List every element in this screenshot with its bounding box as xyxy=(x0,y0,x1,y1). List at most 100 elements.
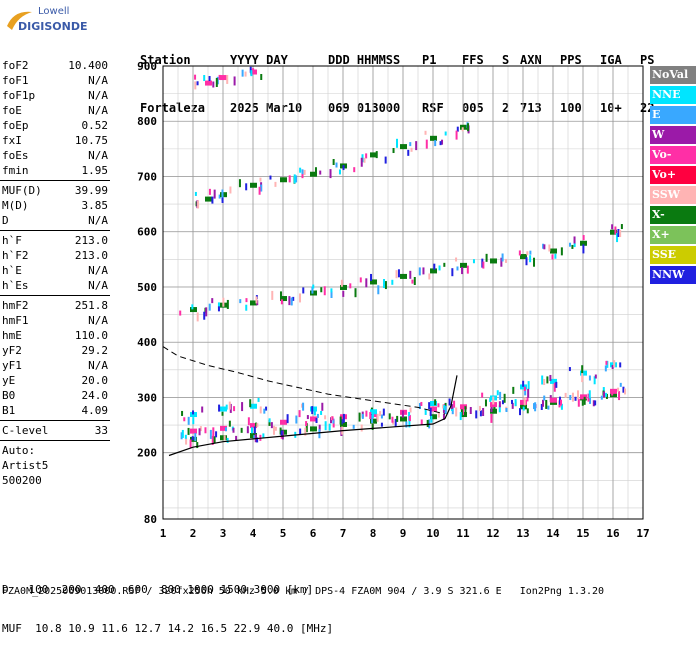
legend: NoVal NNE E W Vo- Vo+ SSW X- X+ SSE NNW xyxy=(650,66,696,286)
header-cell: 10+ xyxy=(600,101,622,115)
param-value: N/A xyxy=(88,279,108,292)
echo-point xyxy=(211,435,214,445)
echo-point xyxy=(316,413,319,418)
y-tick-label: 700 xyxy=(137,170,157,183)
param-value: 0.52 xyxy=(81,119,109,132)
echo-point xyxy=(250,182,257,188)
echo-point xyxy=(271,290,274,300)
echo-point xyxy=(194,81,197,90)
echo-point xyxy=(228,420,231,427)
echo-point xyxy=(428,273,431,280)
echo-point xyxy=(482,408,485,417)
echo-point xyxy=(292,296,295,301)
echo-point xyxy=(430,414,437,420)
echo-point xyxy=(554,253,557,259)
echo-point xyxy=(342,165,345,171)
echo-point xyxy=(382,408,385,416)
echo-point xyxy=(375,151,378,159)
param-label: MUF(D) xyxy=(2,184,42,197)
echo-point xyxy=(388,413,391,420)
echo-point xyxy=(619,230,622,238)
y-tick-label: 800 xyxy=(137,115,157,128)
echo-point xyxy=(400,416,407,422)
param-separator xyxy=(0,295,110,296)
echo-point xyxy=(384,281,387,290)
autoscaling-info: Artist5 xyxy=(2,459,49,472)
header-cell: Fortaleza xyxy=(140,101,206,115)
x-tick-label: 12 xyxy=(486,527,499,540)
echo-point xyxy=(274,426,277,431)
echo-point xyxy=(453,400,456,408)
echo-point xyxy=(360,157,363,167)
echo-point xyxy=(330,288,333,293)
echo-point xyxy=(218,74,221,80)
echo-point xyxy=(301,403,304,408)
echo-point xyxy=(330,290,333,298)
echo-point xyxy=(185,437,188,445)
echo-point xyxy=(187,416,190,425)
echo-point xyxy=(472,259,475,264)
echo-point xyxy=(215,431,218,438)
echo-point xyxy=(196,442,199,449)
param-value: 213.0 xyxy=(74,249,108,262)
echo-point xyxy=(580,394,587,400)
x-tick-label: 3 xyxy=(220,527,227,540)
header-cell: DDD HHMMSS xyxy=(328,53,401,67)
echo-point xyxy=(428,402,431,410)
echo-point xyxy=(187,427,190,435)
echo-point xyxy=(249,66,252,73)
param-value: N/A xyxy=(88,149,108,162)
echo-point xyxy=(331,416,334,421)
echo-point xyxy=(349,283,352,289)
echo-point xyxy=(533,257,536,267)
header-cell: FFS xyxy=(462,53,484,67)
echo-point xyxy=(204,427,207,434)
echo-point xyxy=(215,77,218,87)
echo-point xyxy=(218,194,221,199)
echo-point xyxy=(413,277,416,286)
header-cell: P1 xyxy=(422,53,437,67)
electron-density-profile xyxy=(168,375,458,457)
x-tick-label: 16 xyxy=(606,527,620,540)
echo-point xyxy=(478,405,481,411)
param-label: B0 xyxy=(2,389,16,402)
echo-point xyxy=(610,229,617,235)
param-row: fmin 1.95 xyxy=(0,163,112,178)
echo-point xyxy=(392,148,395,154)
param-label: yF2 xyxy=(2,344,22,357)
param-row: M(D) 3.85 xyxy=(0,198,112,213)
echo-point xyxy=(568,367,571,372)
header-cell: 100 xyxy=(560,101,582,115)
echo-point xyxy=(191,304,194,310)
x-tick-label: 14 xyxy=(546,527,560,540)
echo-point xyxy=(610,388,617,394)
echo-point xyxy=(250,70,253,77)
param-label: yE xyxy=(2,374,16,387)
echo-point xyxy=(619,362,622,368)
echo-point xyxy=(360,424,363,432)
echo-point xyxy=(250,403,257,409)
echo-point xyxy=(424,130,427,135)
echo-point xyxy=(582,244,585,254)
echo-point xyxy=(613,360,616,368)
echo-point xyxy=(415,141,418,151)
echo-point xyxy=(611,224,614,230)
echo-point xyxy=(262,433,265,439)
param-value: 110.0 xyxy=(74,329,108,342)
param-label: h`F2 xyxy=(2,249,29,262)
echo-point xyxy=(426,419,429,427)
echo-point xyxy=(235,435,238,441)
param-label: B1 xyxy=(2,404,16,417)
echo-point xyxy=(396,138,399,148)
param-row: B0 24.0 xyxy=(0,388,112,403)
echo-point xyxy=(582,235,585,241)
echo-point xyxy=(370,152,377,158)
echo-point xyxy=(241,402,244,412)
echo-point xyxy=(281,430,284,440)
echo-point xyxy=(228,401,231,410)
legend-item: W xyxy=(650,126,696,144)
station-header: Station YYYY DAY DDD HHMMSS P1 FFS S AXN PPS IGA… xyxy=(140,20,670,132)
echo-point xyxy=(274,181,277,187)
echo-point xyxy=(222,297,225,307)
echo-point xyxy=(443,262,446,267)
